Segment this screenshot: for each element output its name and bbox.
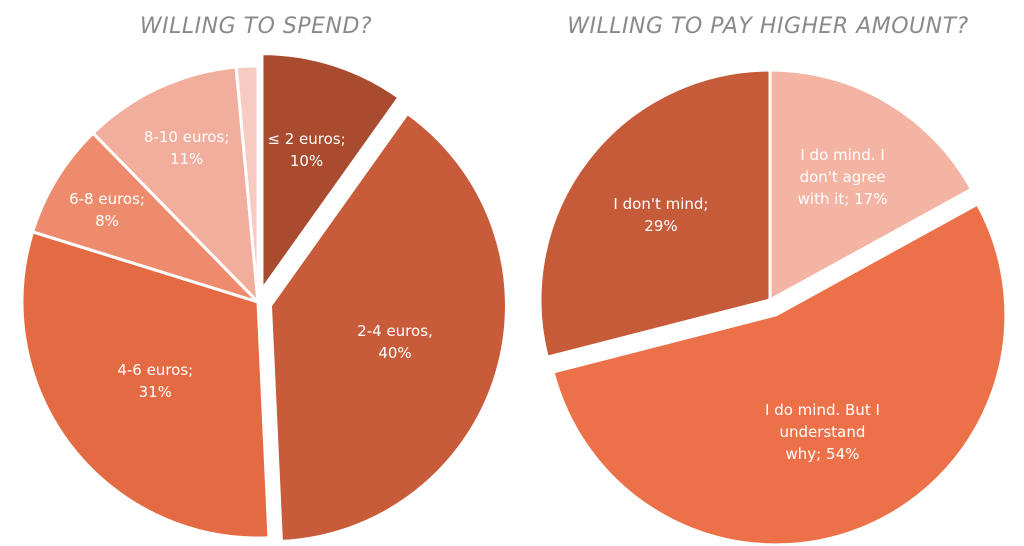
pie-slice	[551, 202, 1008, 546]
chart-title: WILLING TO SPEND?	[139, 14, 373, 39]
slice-value: 11%	[169, 149, 204, 168]
slice-value: 54%	[826, 445, 860, 464]
pie-slice	[260, 52, 401, 295]
slice-category: ≤ 2 euros;	[267, 130, 346, 149]
slice-category: I do mind. I don't agree with it;	[797, 146, 886, 209]
slice-category: 8-10 euros;	[143, 127, 230, 146]
pie-slice	[234, 64, 260, 303]
slice-category: 2-4 euros,	[357, 322, 433, 341]
slice-label: ≤ 2 euros; 10%	[257, 128, 357, 172]
slice-value: 40%	[378, 344, 412, 363]
slice-label: I do mind. But I understand why; 54%	[762, 399, 882, 465]
slice-label: 2-4 euros, 40%	[345, 320, 445, 364]
chart-title: WILLING TO PAY HIGHER AMOUNT?	[567, 14, 969, 39]
slice-label: I don't mind; 29%	[601, 193, 721, 237]
slice-value: 8%	[95, 211, 119, 230]
slice-value: 10%	[289, 152, 324, 171]
slice-category: 6-8 euros;	[69, 189, 145, 208]
pie-slice	[30, 131, 260, 304]
slice-category: I don't mind;	[613, 195, 709, 214]
slice-value: 29%	[644, 217, 678, 236]
slice-label: 4-6 euros; 31%	[105, 359, 205, 403]
slice-category: 4-6 euros;	[117, 361, 194, 380]
slice-label: I do mind. I don't agree with it; 17%	[783, 144, 903, 210]
slice-category: I do mind. But I understand why;	[765, 401, 880, 464]
pie-slice	[268, 111, 508, 543]
pie-slice	[538, 68, 772, 360]
slice-label: 8-10 euros; 11%	[137, 126, 237, 170]
slice-value: 31%	[138, 383, 172, 402]
pie-slice	[90, 65, 260, 307]
slice-value: 17%	[854, 190, 888, 209]
pie-slice	[768, 68, 974, 303]
pie-slice	[20, 229, 271, 540]
slice-label: 6-8 euros; 8%	[57, 188, 157, 232]
